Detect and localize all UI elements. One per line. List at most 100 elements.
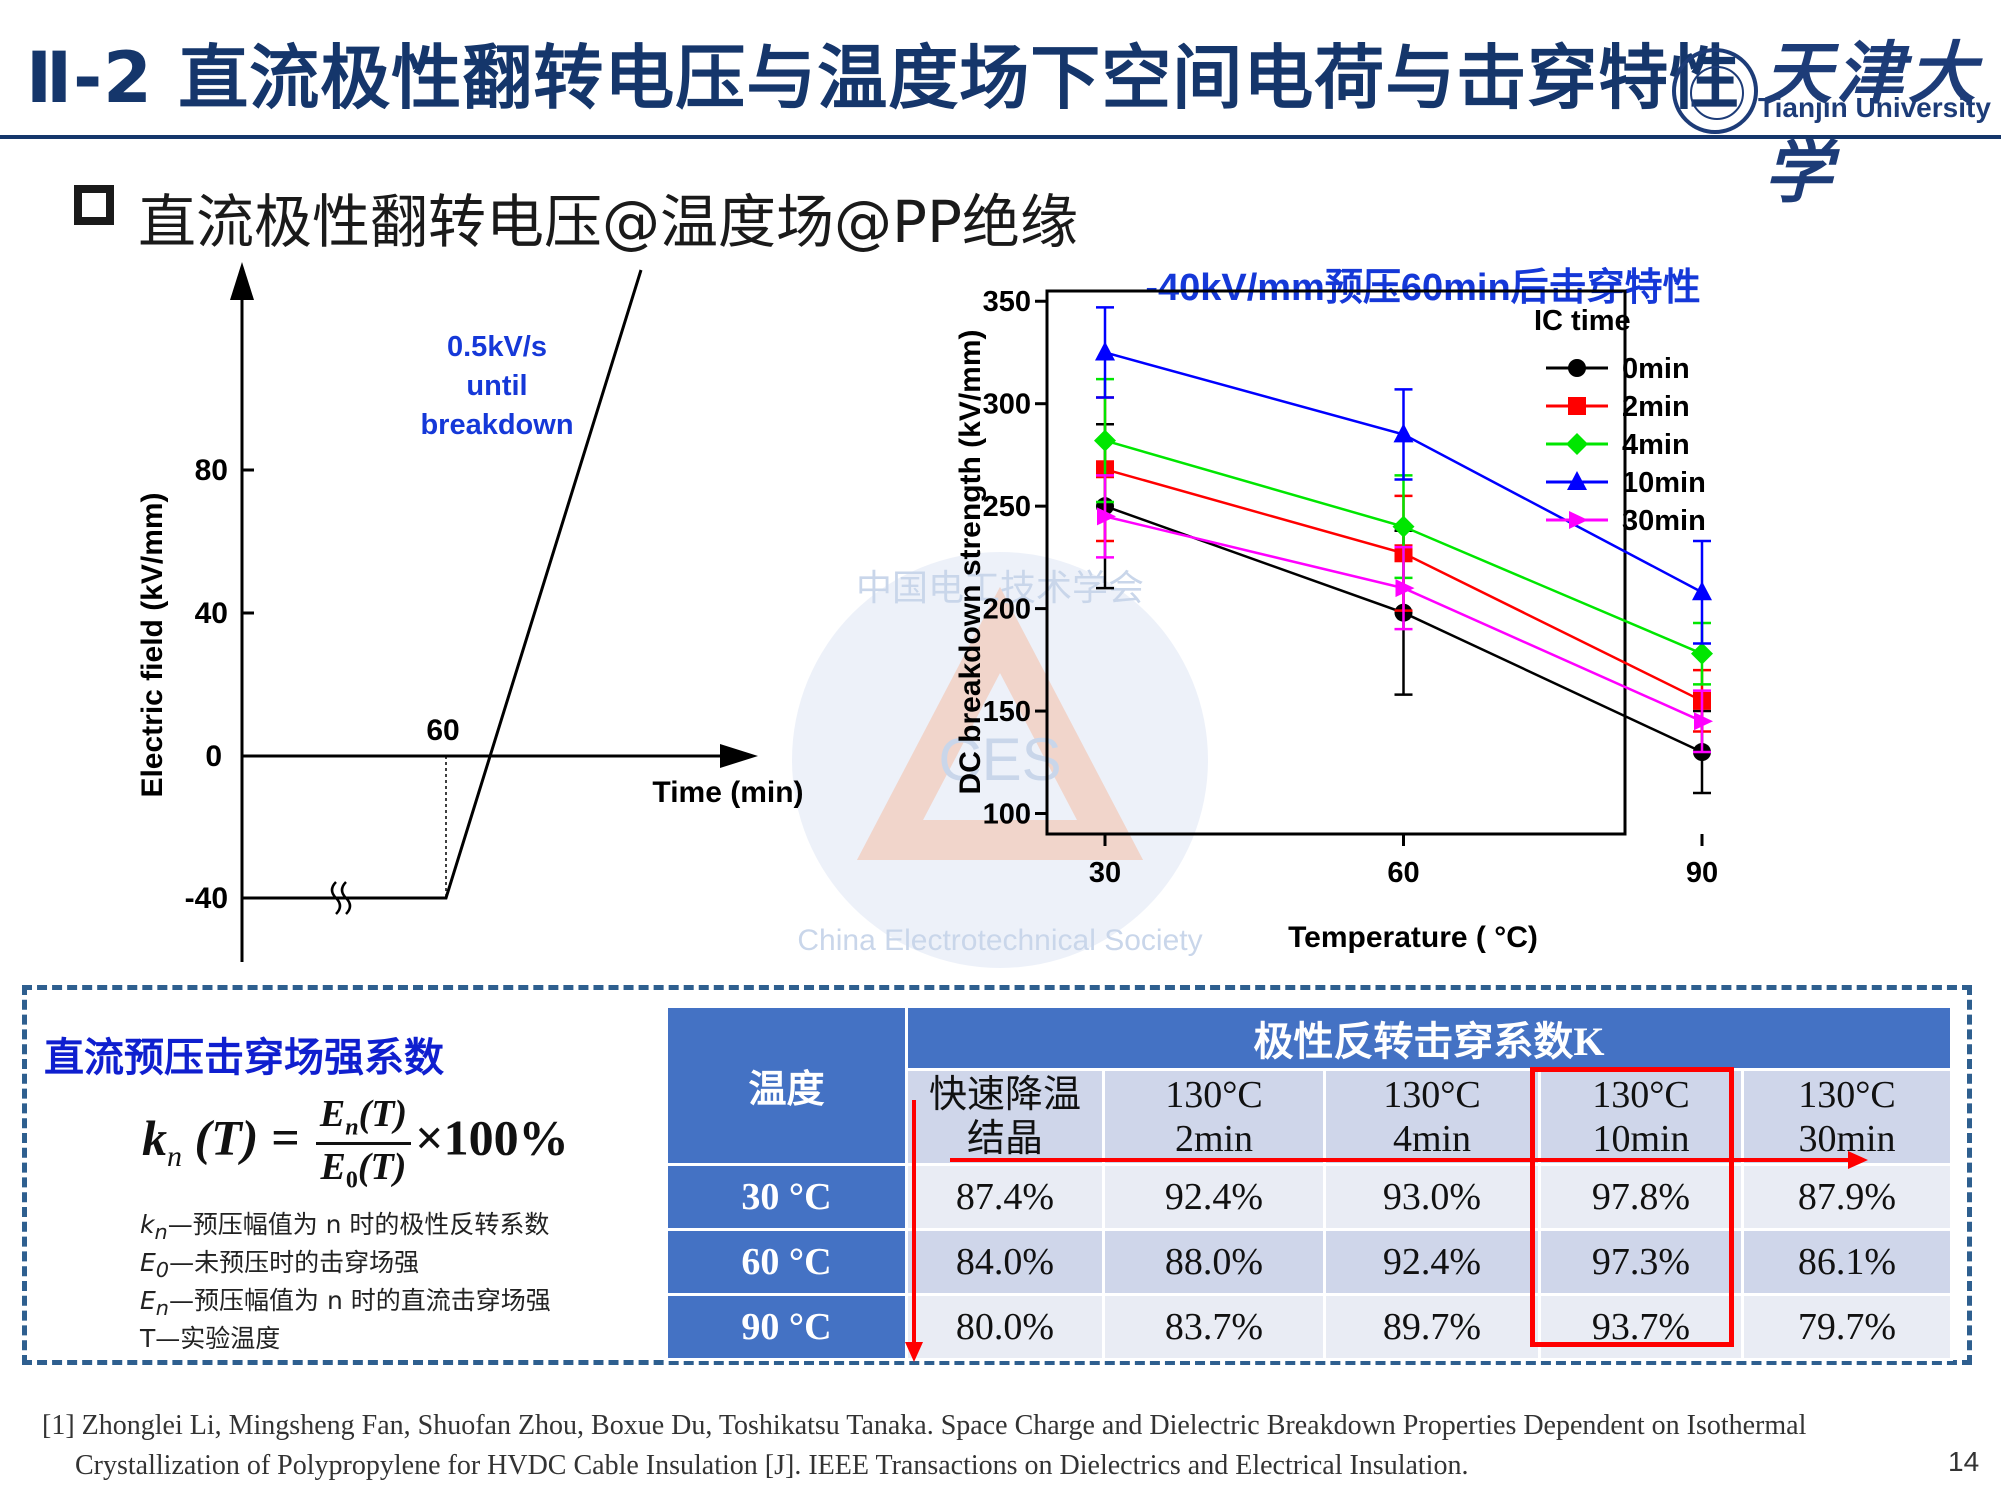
y-tick-label: 80 bbox=[195, 454, 228, 487]
x-tick-label: 30 bbox=[1089, 857, 1121, 889]
watermark-en: China Electrotechnical Society bbox=[797, 924, 1202, 957]
legend-marker bbox=[1568, 359, 1586, 377]
table-cell: 97.3% bbox=[1538, 1228, 1744, 1296]
formula-num-sub: n bbox=[345, 1114, 359, 1141]
column-header: 130°C 4min bbox=[1323, 1068, 1541, 1166]
y-axis-label: Electric field (kV/mm) bbox=[136, 492, 169, 797]
table-cell: 88.0% bbox=[1102, 1228, 1326, 1296]
data-point bbox=[1392, 515, 1415, 538]
formula-lhs-arg: (T) = bbox=[182, 1109, 300, 1166]
legend-label: 30min bbox=[1622, 505, 1706, 537]
y-tick-label: 150 bbox=[983, 696, 1031, 728]
legend-marker bbox=[1567, 471, 1587, 490]
table-cell: 92.4% bbox=[1323, 1228, 1541, 1296]
university-seal-icon bbox=[1672, 48, 1758, 134]
x-tick-label: 90 bbox=[1686, 857, 1718, 889]
footnote-line-2: Crystallization of Polypropylene for HVD… bbox=[75, 1450, 1469, 1481]
breakdown-strength-chart: -40kV/mm预压60min后击穿特性 350300250200150100 … bbox=[954, 267, 1718, 954]
y-tick-label: 0 bbox=[205, 740, 222, 773]
table-cell: 89.7% bbox=[1323, 1293, 1541, 1361]
definition-e0: E0—未预压时的击穿场强 bbox=[140, 1248, 420, 1282]
section-subtitle: 直流极性翻转电压@温度场@PP绝缘 bbox=[138, 188, 1078, 256]
page-title: Ⅱ-2 直流极性翻转电压与温度场下空间电荷与击穿特性 bbox=[26, 37, 1741, 119]
column-header: 130°C 30min bbox=[1741, 1068, 1953, 1166]
formula-fraction: En(T) E0(T) bbox=[315, 1092, 412, 1194]
university-logo-cn: 天津大学 bbox=[1764, 34, 1981, 213]
legend-label: 0min bbox=[1622, 353, 1690, 385]
y-tick-label: 350 bbox=[983, 286, 1031, 318]
x-axis-label: Time (min) bbox=[652, 776, 803, 809]
table-cell: 97.8% bbox=[1538, 1163, 1744, 1231]
legend-label: 4min bbox=[1622, 429, 1690, 461]
table-cell: 92.4% bbox=[1102, 1163, 1326, 1231]
coefficient-title: 直流预压击穿场强系数 bbox=[44, 1035, 444, 1081]
formula-den-sub: 0 bbox=[345, 1167, 358, 1194]
data-point bbox=[1694, 712, 1713, 731]
y-tick-label: 40 bbox=[195, 597, 228, 630]
definition-kn: kn—预压幅值为 n 时的极性反转系数 bbox=[140, 1210, 550, 1244]
formula-den-arg: (T) bbox=[357, 1145, 407, 1188]
y-tick-label: 100 bbox=[983, 799, 1031, 831]
corner-header: 温度 bbox=[665, 1005, 908, 1166]
axis-break-icon bbox=[330, 881, 352, 915]
column-header: 130°C 2min bbox=[1102, 1068, 1326, 1166]
data-point bbox=[1692, 581, 1712, 601]
series-10min bbox=[1095, 306, 1712, 645]
table-cell: 80.0% bbox=[905, 1293, 1105, 1361]
ramp-annotation: 0.5kV/s bbox=[447, 331, 547, 363]
legend-label: 10min bbox=[1622, 467, 1706, 499]
page-number: 14 bbox=[1948, 1446, 1980, 1477]
column-header: 130°C 10min bbox=[1538, 1068, 1744, 1166]
y-axis-label: DC breakdown strength (kV/mm) bbox=[954, 329, 987, 794]
data-point bbox=[1097, 507, 1116, 526]
x-axis-arrow-icon bbox=[720, 744, 758, 768]
row-header: 90 °C bbox=[665, 1293, 908, 1361]
ramp-annotation: breakdown bbox=[420, 409, 573, 441]
x-tick-label: 60 bbox=[1387, 857, 1419, 889]
series-30min bbox=[1096, 474, 1713, 754]
k-coefficient-table: 温度 极性反转击穿系数K 快速降温 结晶 130°C 2min 130°C 4min … bbox=[665, 1005, 1953, 1361]
table-row: 90 °C 80.0% 83.7% 89.7% 93.7% 79.7% bbox=[665, 1293, 1953, 1361]
data-point bbox=[1094, 429, 1116, 452]
data-point bbox=[1095, 341, 1115, 361]
trend-arrows bbox=[905, 1100, 1868, 1362]
ces-watermark: CES 中国电工技术学会 China Electrotechnical Soci… bbox=[792, 552, 1208, 968]
voltage-waveform-line bbox=[242, 269, 643, 900]
bullet-square-icon bbox=[74, 185, 114, 225]
formula-k-sub: n bbox=[167, 1139, 182, 1173]
group-header: 极性反转击穿系数K bbox=[905, 1005, 1953, 1071]
ramp-annotation: until bbox=[466, 370, 527, 402]
y-tick-label: -40 bbox=[185, 882, 228, 915]
data-point bbox=[1393, 423, 1414, 443]
table-cell: 87.9% bbox=[1741, 1163, 1953, 1231]
x-tick-label: 60 bbox=[426, 714, 459, 747]
legend-marker bbox=[1568, 397, 1586, 415]
right-arrow-icon bbox=[1848, 1151, 1868, 1169]
watermark-abbr: CES bbox=[938, 726, 1061, 793]
data-point bbox=[1691, 642, 1713, 665]
row-header: 30 °C bbox=[665, 1163, 908, 1231]
formula-den: E bbox=[320, 1145, 346, 1188]
formula-tail: ×100% bbox=[415, 1109, 569, 1166]
y-tick-label: 300 bbox=[983, 389, 1031, 421]
definition-en: En—预压幅值为 n 时的直流击穿场强 bbox=[140, 1286, 551, 1320]
column-header: 快速降温 结晶 bbox=[905, 1068, 1105, 1166]
down-arrow-icon bbox=[905, 1342, 923, 1362]
voltage-waveform-chart: 80 40 0 -40 Electric field (kV/mm) Time … bbox=[136, 262, 804, 962]
table-cell: 83.7% bbox=[1102, 1293, 1326, 1361]
table-row: 30 °C 87.4% 92.4% 93.0% 97.8% 87.9% bbox=[665, 1163, 1953, 1231]
formula-k: k bbox=[142, 1109, 167, 1166]
plot-frame bbox=[1045, 289, 1627, 836]
legend-title: IC time bbox=[1534, 305, 1631, 337]
table-cell: 87.4% bbox=[905, 1163, 1105, 1231]
x-axis-label: Temperature ( °C) bbox=[1288, 921, 1538, 954]
legend-marker bbox=[1566, 433, 1588, 455]
title-divider bbox=[0, 135, 2001, 139]
chart-title: -40kV/mm预压60min后击穿特性 bbox=[1145, 267, 1700, 309]
coefficient-formula: kn (T) = En(T) E0(T) ×100% bbox=[142, 1092, 569, 1194]
legend-marker bbox=[1569, 511, 1588, 529]
y-axis-arrow-icon bbox=[230, 262, 254, 300]
formula-num: E bbox=[319, 1093, 346, 1135]
table-cell: 93.0% bbox=[1323, 1163, 1541, 1231]
coefficient-panel bbox=[22, 985, 1972, 1365]
